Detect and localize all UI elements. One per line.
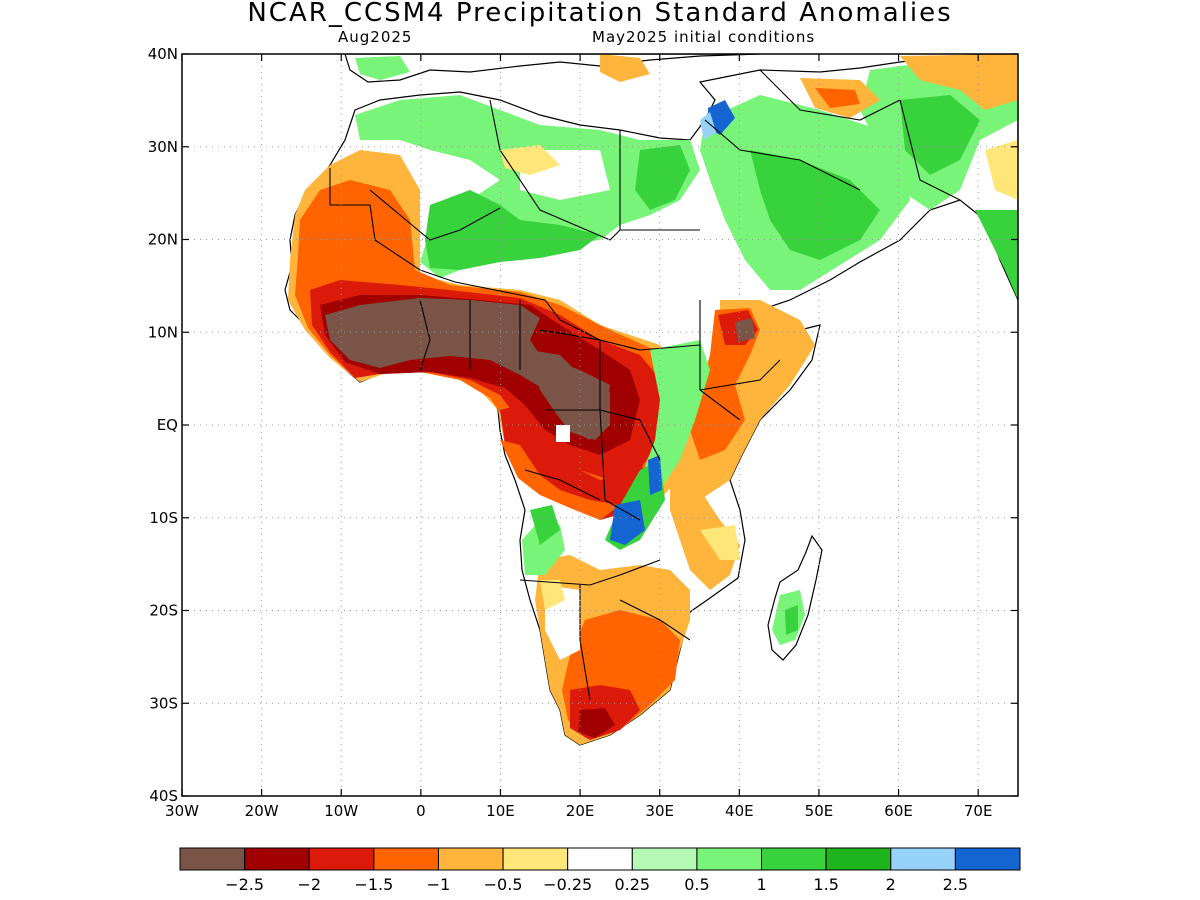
nigeria-brown xyxy=(530,350,610,440)
colorbar-swatch xyxy=(179,847,246,871)
congo-moderate xyxy=(500,440,620,520)
lon-tick-label: 40E xyxy=(725,802,754,820)
pakistan-dry xyxy=(985,140,1018,200)
colorbar-swatch xyxy=(437,847,504,871)
levant-wet-blue xyxy=(708,100,735,135)
central-asia-dry xyxy=(900,54,1018,110)
colorbar-label: −2.5 xyxy=(225,875,264,894)
europe-land xyxy=(344,54,761,83)
lat-tick-label: EQ xyxy=(157,416,178,434)
colorbar-swatch xyxy=(502,847,569,871)
colorbar-label: 1 xyxy=(756,875,766,894)
lat-tick-label: 30S xyxy=(149,694,178,712)
lon-tick-label: 60E xyxy=(884,802,913,820)
colorbar-swatch xyxy=(890,847,956,871)
horn-dry-2 xyxy=(690,308,760,460)
south-africa-extreme xyxy=(578,708,615,738)
lon-tick-label: 50E xyxy=(805,802,834,820)
colorbar-label: 0.25 xyxy=(614,875,650,894)
graticule xyxy=(182,54,1018,796)
ethiopia-brown xyxy=(735,318,755,342)
lon-tick-label: 10E xyxy=(486,802,515,820)
iran-wet-core xyxy=(900,95,980,175)
tanzania-blue xyxy=(648,455,662,495)
lon-tick-label: 70E xyxy=(964,802,993,820)
colorbar-swatch xyxy=(373,847,439,871)
lon-tick-label: 0 xyxy=(416,802,426,820)
initial-conditions: May2025 initial conditions xyxy=(592,28,816,46)
europe-wet-patch xyxy=(355,56,410,80)
colorbar-label: −1.5 xyxy=(354,875,393,894)
egypt-wet xyxy=(635,145,690,210)
colorbar-swatch xyxy=(631,847,698,871)
congo-dry xyxy=(500,405,650,520)
colorbar-swatch xyxy=(825,847,892,871)
colorbar-label: 1.5 xyxy=(813,875,838,894)
lat-tick-label: 20S xyxy=(149,602,178,620)
sahel-brown xyxy=(325,298,610,440)
colorbar-label: −0.25 xyxy=(543,875,592,894)
country-borders xyxy=(329,69,961,701)
lat-tick-label: 30N xyxy=(148,138,178,156)
mozambique-light xyxy=(700,525,740,560)
lat-tick-label: 20N xyxy=(148,231,178,249)
colorbar-label: −1 xyxy=(427,875,451,894)
colorbar-label: −2 xyxy=(297,875,321,894)
colorbar-swatch xyxy=(567,847,633,871)
lon-tick-label: 30W xyxy=(165,802,199,820)
arabia-wet-core xyxy=(750,150,880,260)
turkey-dry-patch xyxy=(600,54,650,82)
lon-tick-label: 20E xyxy=(566,802,595,820)
levant-light-blue xyxy=(700,112,716,140)
lon-tick-label: 20W xyxy=(245,802,279,820)
anomaly-field xyxy=(284,54,1018,746)
colorbar-swatch xyxy=(696,847,763,871)
colorbar: −2.5 −2 −1.5 −1 −0.5 −0.25 0.25 0.5 1 1.5 2 2.5 xyxy=(179,847,1021,894)
lat-tick-label: 10N xyxy=(148,323,178,341)
angola-wet-core xyxy=(530,505,560,545)
namibia-light xyxy=(540,580,565,610)
lat-tick-label: 40S xyxy=(149,787,178,805)
lat-tick-label: 40N xyxy=(148,45,178,63)
colorbar-swatch xyxy=(761,847,827,871)
forecast-month: Aug2025 xyxy=(338,28,413,46)
colorbar-swatch xyxy=(244,847,310,871)
map-title: NCAR_CCSM4 Precipitation Standard Anomal… xyxy=(247,0,953,28)
drc-white-hole xyxy=(556,425,570,442)
colorbar-swatch xyxy=(954,847,1021,871)
north-africa-wet-core xyxy=(425,190,600,270)
colorbar-label: 2.5 xyxy=(943,875,968,894)
libya-dry xyxy=(500,145,560,175)
india-wet xyxy=(975,210,1018,300)
lon-tick-label: 30E xyxy=(645,802,674,820)
colorbar-label: −0.5 xyxy=(484,875,523,894)
colorbar-label: 2 xyxy=(886,875,896,894)
lat-tick-label: 10S xyxy=(149,509,178,527)
colorbar-swatch xyxy=(308,847,375,871)
madagascar-wet-core xyxy=(785,605,798,635)
lon-tick-label: 10W xyxy=(324,802,358,820)
colorbar-label: 0.5 xyxy=(684,875,709,894)
iran-dry-2 xyxy=(815,88,860,108)
lake-malawi-blue xyxy=(610,500,645,545)
